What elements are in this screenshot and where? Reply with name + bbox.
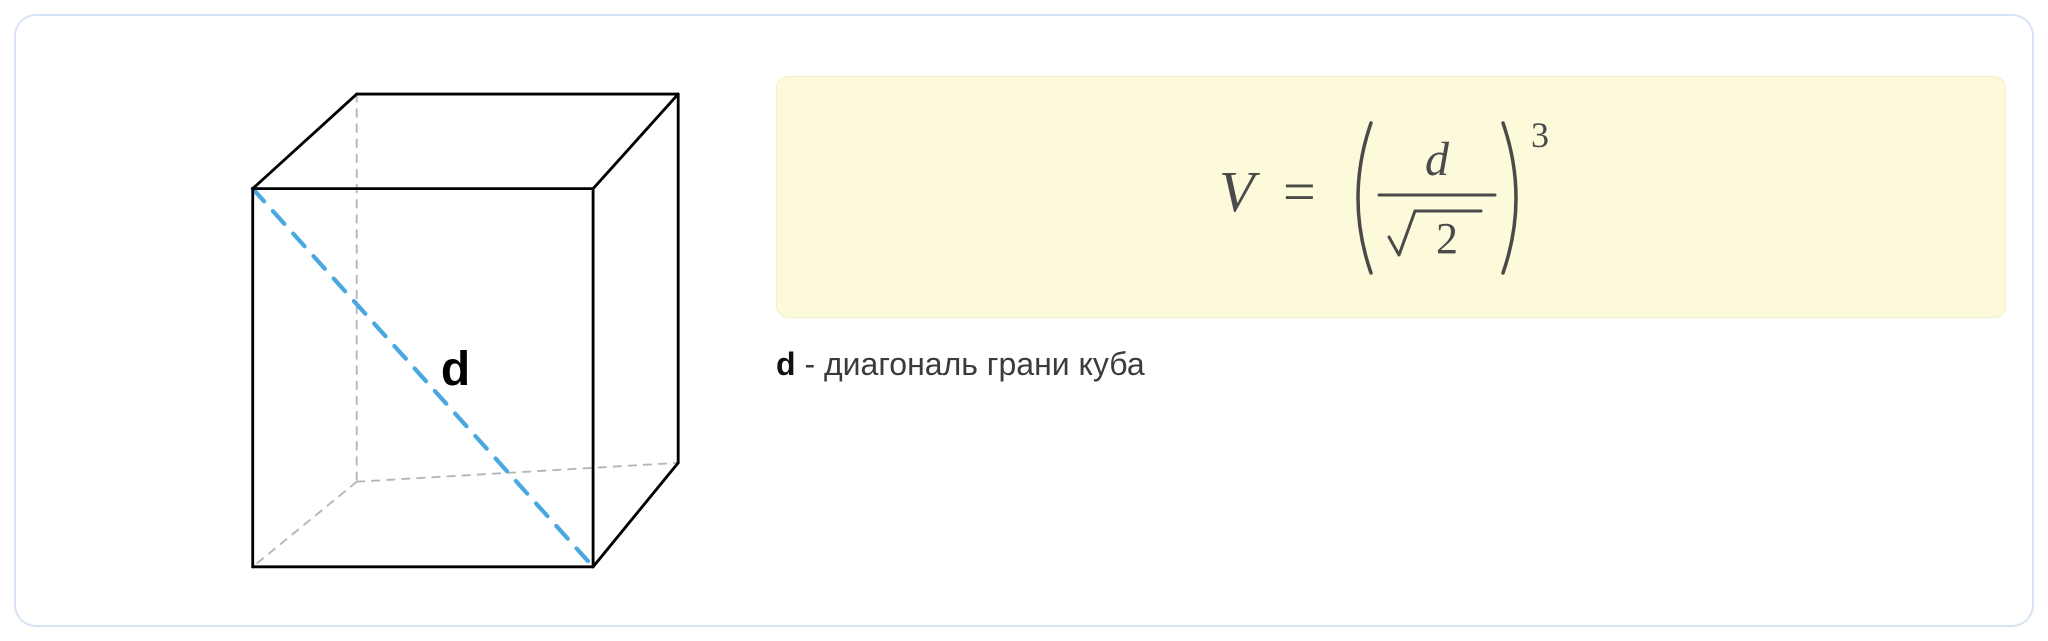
cube-figure: d xyxy=(196,26,716,616)
svg-text:V: V xyxy=(1219,159,1261,224)
svg-text:2: 2 xyxy=(1436,214,1458,263)
diagonal-label: d xyxy=(441,342,470,397)
svg-text:=: = xyxy=(1283,159,1316,224)
cube-svg xyxy=(196,26,716,616)
legend-var: d xyxy=(776,346,796,382)
formula-svg: V = d 2 3 xyxy=(1191,103,1591,283)
legend-desc: - диагональ грани куба xyxy=(796,346,1145,382)
legend-text: d - диагональ грани куба xyxy=(776,346,2006,383)
formula-column: V = d 2 3 d - диагональ грани куба xyxy=(776,76,2006,383)
formula-box: V = d 2 3 xyxy=(776,76,2006,318)
svg-text:3: 3 xyxy=(1531,115,1549,155)
svg-text:d: d xyxy=(1425,133,1450,186)
content-card: d V = d 2 3 d - диагональ грани куба xyxy=(14,14,2034,627)
